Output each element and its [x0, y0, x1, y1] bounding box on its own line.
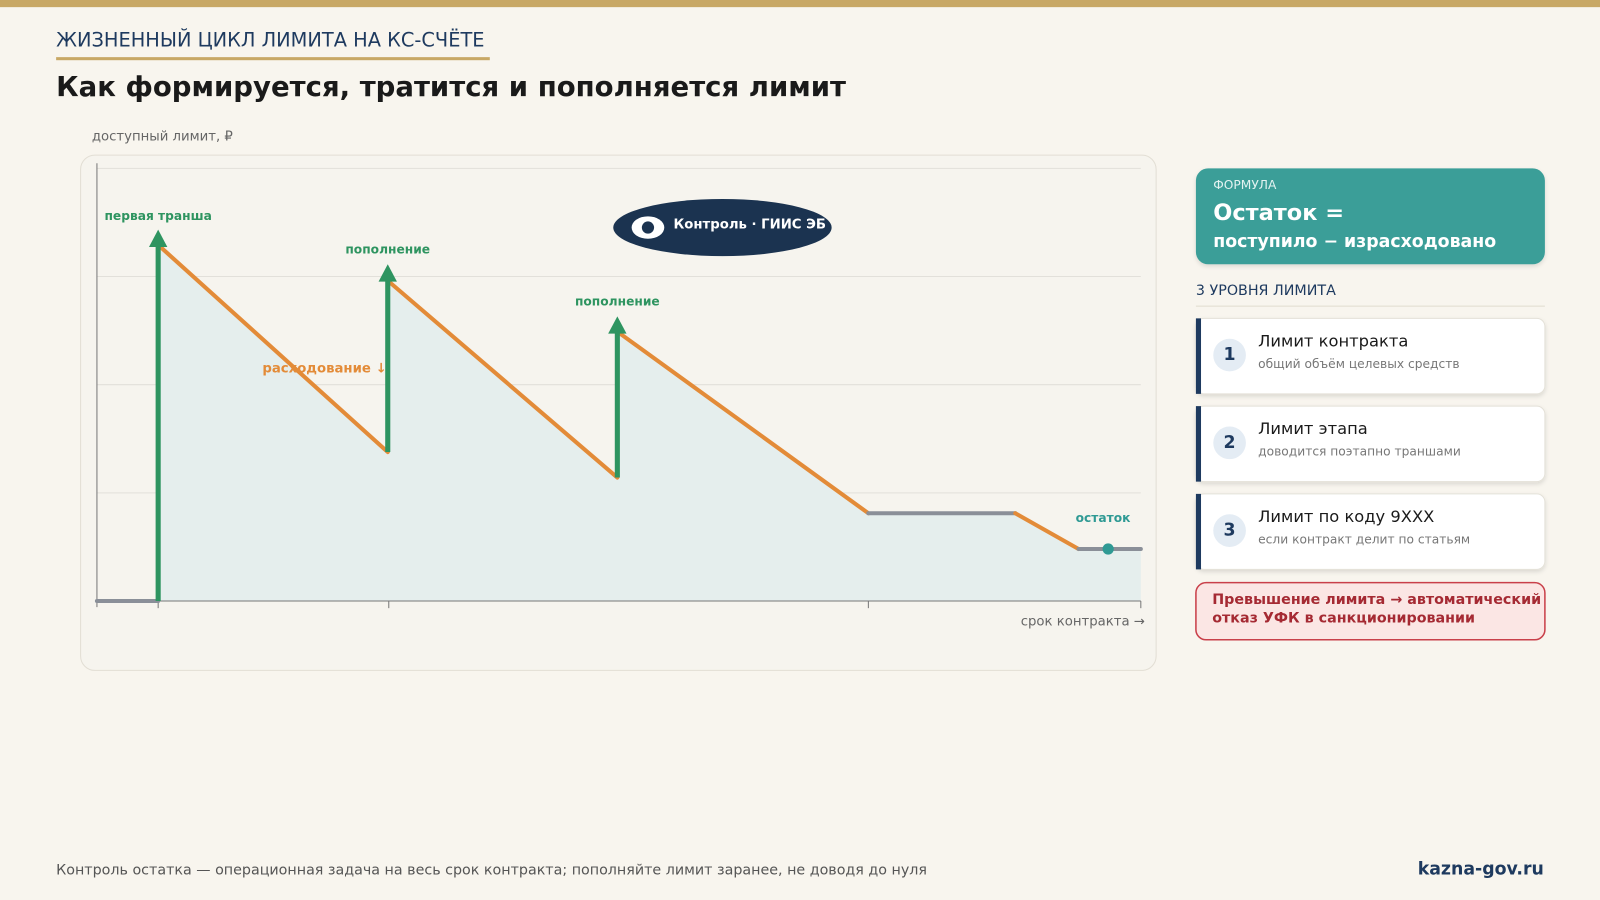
footer-note: Контроль остатка — операционная задача н…: [56, 862, 927, 878]
refills: [148, 229, 627, 602]
level-description: если контракт делит по статьям: [1258, 532, 1470, 546]
arrow-head: [148, 229, 168, 247]
spend-segment: [1013, 511, 1081, 552]
warning-text: отказ УФК в санкционировании: [1212, 610, 1475, 626]
annotation: пополнение: [575, 295, 660, 309]
formula-label: ФОРМУЛА: [1213, 178, 1277, 192]
formula-line: Остаток =: [1213, 200, 1344, 226]
level-number: 1: [1224, 345, 1236, 365]
card-accent: [1195, 493, 1202, 570]
level-title: Лимит контракта: [1258, 331, 1408, 350]
formula-line: поступило − израсходовано: [1213, 232, 1496, 252]
badge: [613, 198, 832, 257]
level-title: Лимит этапа: [1258, 419, 1368, 438]
warning-box: [1195, 581, 1546, 641]
title: Как формируется, тратится и пополняется …: [56, 71, 846, 103]
limit-line: [94, 242, 1143, 604]
eye-pupil: [641, 221, 655, 234]
formula-card: [1195, 168, 1545, 265]
number-badge: [1213, 426, 1246, 460]
level-description: общий объём целевых средств: [1258, 357, 1459, 371]
arrow-head: [378, 264, 397, 282]
spend-segment: [615, 329, 871, 516]
kicker: ЖИЗНЕННЫЙ ЦИКЛ ЛИМИТА НА КС-СЧЁТЕ: [56, 27, 484, 51]
annotation: расходование ↓: [262, 361, 386, 376]
spend-segment: [385, 278, 620, 480]
warning-text: Превышение лимита → автоматический: [1212, 592, 1541, 608]
spend-segment: [156, 242, 390, 455]
level-description: доводится поэтапно траншами: [1258, 445, 1461, 459]
footer-site: kazna-gov.ru: [1418, 859, 1544, 879]
annotation: первая транша: [104, 209, 211, 223]
area: [158, 244, 1141, 602]
card-accent: [1195, 318, 1202, 394]
annotation: остаток: [1076, 511, 1132, 525]
level-number: 2: [1224, 433, 1236, 453]
card-accent: [1195, 406, 1202, 482]
level-cards: 1 Лимит контракта общий объём целевых сред…: [1195, 317, 1546, 570]
arrow-head: [608, 316, 627, 334]
number-badge: [1213, 514, 1246, 547]
annotation: пополнение: [345, 243, 430, 257]
x-axis-label: срок контракта →: [1021, 614, 1145, 629]
y-axis-label: доступный лимит, ₽: [92, 130, 233, 145]
kicker-underline: [56, 57, 490, 61]
level-number: 3: [1224, 521, 1236, 541]
top-bar: [0, 0, 1600, 8]
badge-text: Контроль · ГИИС ЭБ: [673, 217, 825, 232]
levels-title: 3 УРОВНЯ ЛИМИТА: [1196, 283, 1336, 299]
number-badge: [1213, 338, 1246, 372]
level-title: Лимит по коду 9ХХХ: [1258, 507, 1434, 526]
remainder-dot: [1102, 543, 1114, 555]
